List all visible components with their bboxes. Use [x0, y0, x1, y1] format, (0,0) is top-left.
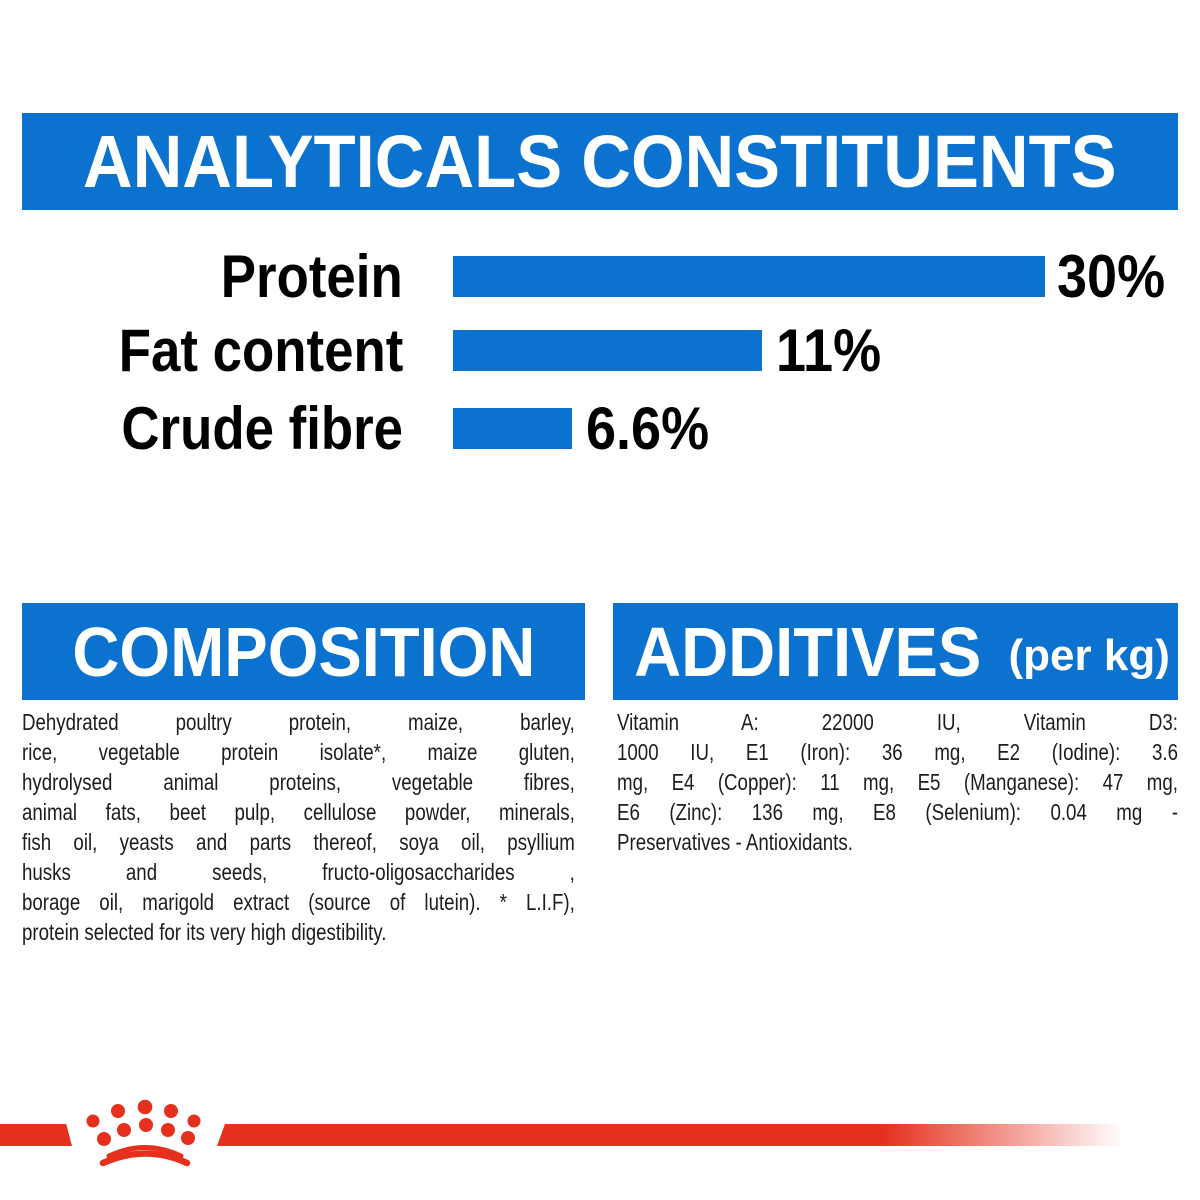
composition-line: husks and seeds, fructo-oligosaccharides…	[22, 859, 575, 885]
composition-banner: COMPOSITION	[22, 603, 585, 700]
bar-value-crude-fibre: 6.6%	[586, 395, 710, 462]
composition-line: hydrolysed animal proteins, vegetable fi…	[22, 769, 575, 795]
additives-banner: ADDITIVES (per kg)	[613, 603, 1178, 700]
bar-label-crude-fibre: Crude fibre	[121, 395, 403, 462]
bar-crude-fibre	[453, 408, 572, 449]
brand-stripe-right	[217, 1124, 1142, 1146]
analyticals-title: ANALYTICALS CONSTITUENTS	[83, 120, 1117, 203]
composition-line: protein selected for its very high diges…	[22, 919, 387, 945]
additives-line: 1000 IU, E1 (Iron): 36 mg, E2 (Iodine): …	[617, 739, 1178, 765]
additives-line: Vitamin A: 22000 IU, Vitamin D3:	[617, 709, 1178, 735]
bar-fat-content	[453, 330, 762, 371]
additives-per-kg-label: (per kg)	[1008, 630, 1170, 680]
composition-line: rice, vegetable protein isolate*, maize …	[22, 739, 575, 765]
composition-line: fish oil, yeasts and parts thereof, soya…	[22, 829, 575, 855]
bar-value-fat-content: 11%	[776, 317, 882, 384]
composition-line: animal fats, beet pulp, cellulose powder…	[22, 799, 575, 825]
bar-protein	[453, 256, 1045, 297]
composition-title: COMPOSITION	[72, 612, 535, 691]
bar-value-protein: 30%	[1057, 243, 1166, 310]
composition-text: Dehydrated poultry protein, maize, barle…	[22, 707, 575, 947]
additives-title: ADDITIVES	[634, 612, 982, 691]
additives-text: Vitamin A: 22000 IU, Vitamin D3: 1000 IU…	[617, 707, 1178, 857]
analyticals-banner: ANALYTICALS CONSTITUENTS	[22, 113, 1178, 210]
royal-canin-crown-icon	[86, 1099, 201, 1167]
composition-line: Dehydrated poultry protein, maize, barle…	[22, 709, 575, 735]
additives-line: mg, E4 (Copper): 11 mg, E5 (Manganese): …	[617, 769, 1178, 795]
brand-stripe-left	[0, 1124, 72, 1146]
composition-line: borage oil, marigold extract (source of …	[22, 889, 575, 915]
bar-label-fat-content: Fat content	[118, 317, 403, 384]
additives-line: Preservatives - Antioxidants.	[617, 829, 853, 855]
additives-line: E6 (Zinc): 136 mg, E8 (Selenium): 0.04 m…	[617, 799, 1178, 825]
bar-label-protein: Protein	[221, 243, 403, 310]
